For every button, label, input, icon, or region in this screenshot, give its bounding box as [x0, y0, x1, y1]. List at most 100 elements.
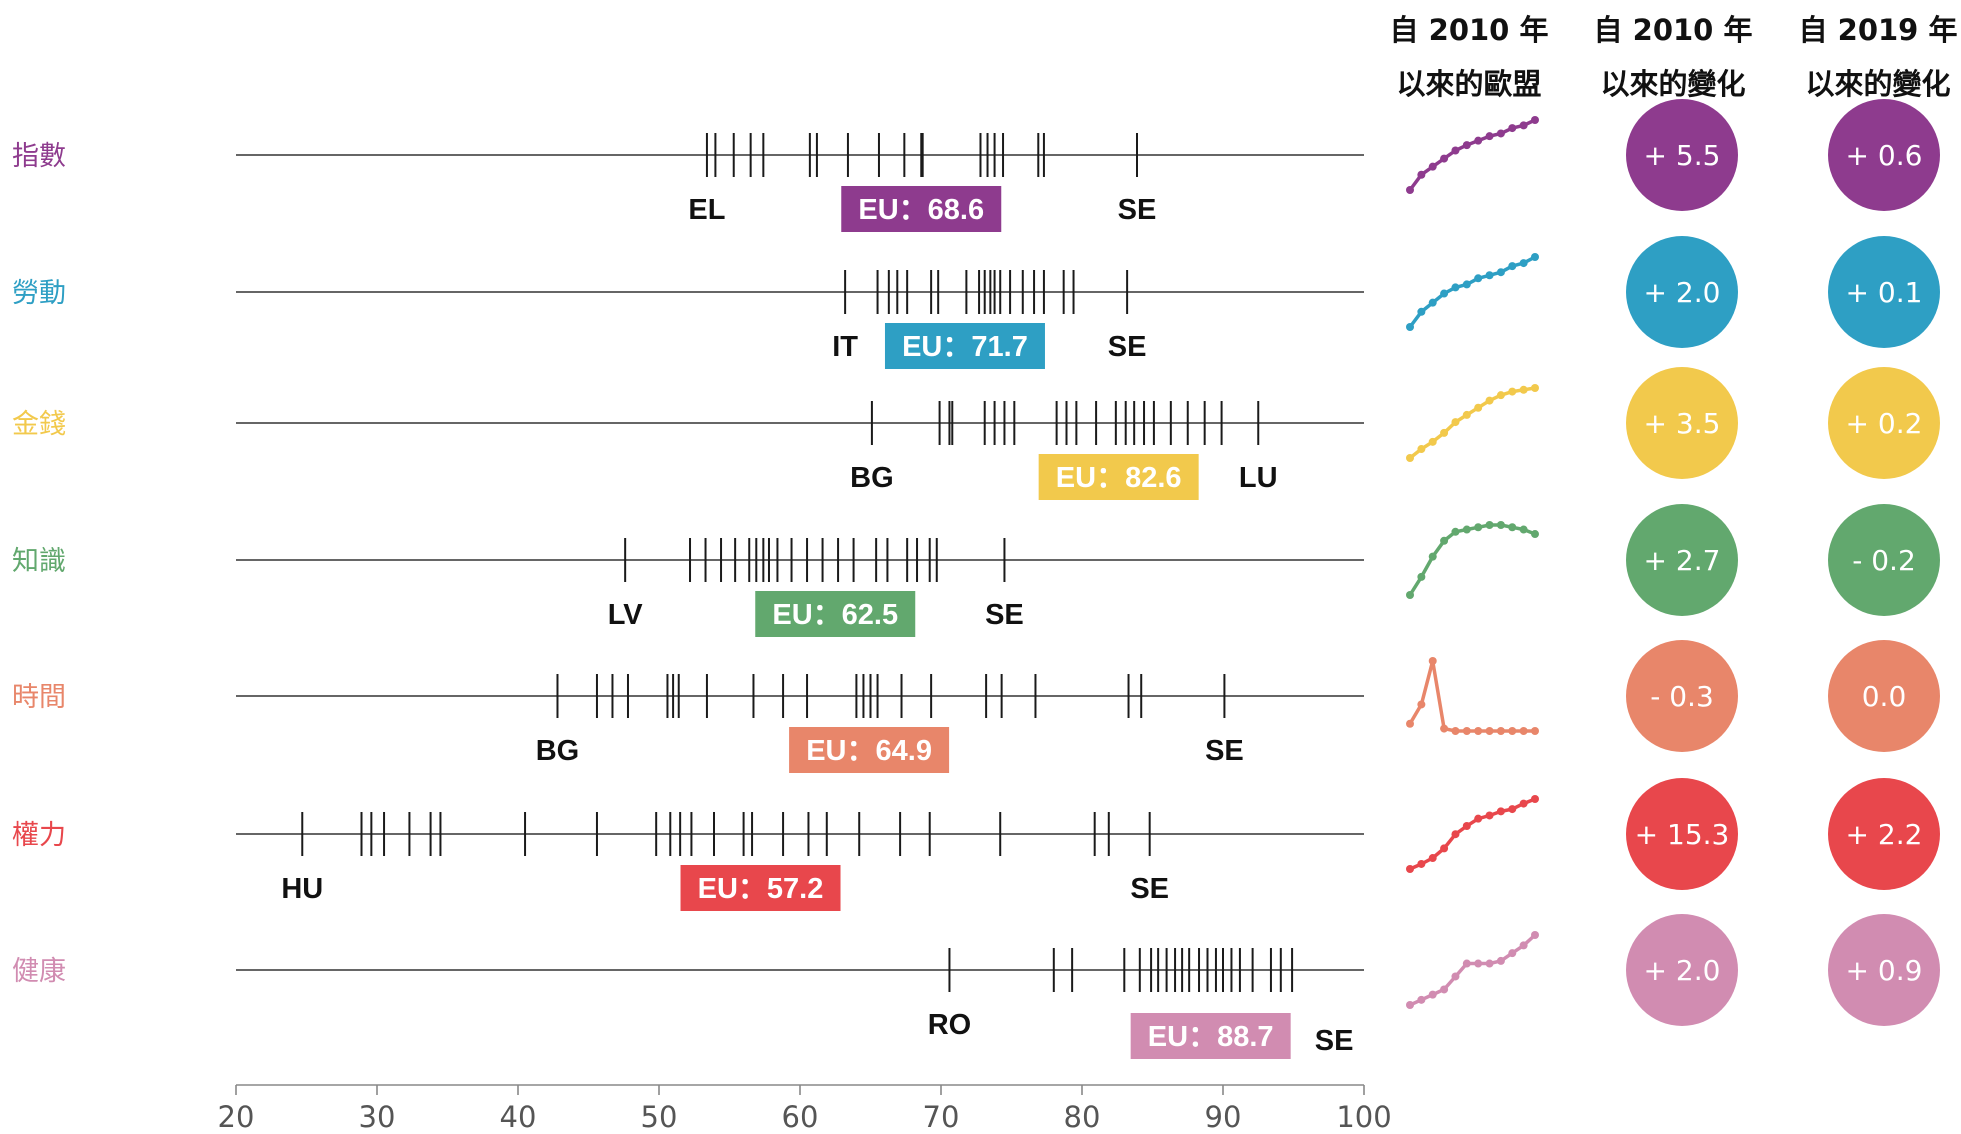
row-0: 指數 EL SE EU：68.6 + 5.5 + 0.6 — [12, 99, 1940, 232]
trend-point — [1496, 521, 1505, 529]
trend-point — [1496, 268, 1505, 277]
change-2019-value: 0.0 — [1862, 680, 1907, 713]
trend-point — [1508, 124, 1517, 133]
lowest-country-label: EL — [688, 194, 725, 226]
trend-point — [1451, 283, 1460, 292]
x-axis: 20 30 40 50 60 70 80 90 100 — [218, 1084, 1392, 1134]
row-label: 時間 — [12, 682, 66, 713]
change-2010-circle — [1626, 367, 1738, 479]
trend-point — [1417, 445, 1426, 454]
trend-point — [1428, 162, 1437, 171]
lowest-country-label: BG — [850, 462, 894, 494]
change-2019-value: + 0.9 — [1846, 954, 1923, 987]
trend-point — [1519, 385, 1528, 394]
lowest-country-label: HU — [281, 873, 323, 905]
trend-point — [1417, 995, 1426, 1004]
trend-sparkline — [1408, 659, 1535, 733]
trend-point — [1474, 274, 1483, 283]
trend-point — [1508, 262, 1517, 271]
trend-point — [1531, 530, 1539, 539]
x-tick-label: 50 — [641, 1100, 678, 1134]
trend-point — [1485, 959, 1494, 968]
trend-point — [1417, 859, 1426, 868]
trend-point — [1440, 844, 1449, 853]
change-2019-circle — [1828, 236, 1940, 348]
row-label: 勞動 — [12, 278, 66, 309]
trend-point — [1485, 521, 1494, 529]
trend-point — [1440, 985, 1449, 994]
trend-point — [1440, 724, 1449, 733]
change-2010-value: + 2.0 — [1644, 276, 1721, 309]
eu-value-box — [755, 591, 916, 637]
trend-point — [1417, 572, 1426, 581]
domain-rows: 指數 EL SE EU：68.6 + 5.5 + 0.6 勞動 IT SE EU：71.7 + 2.… — [12, 99, 1940, 1059]
trend-point — [1451, 727, 1460, 735]
row-2: 金錢 BG LU EU：82.6 + 3.5 + 0.2 — [12, 367, 1940, 500]
row-label: 知識 — [12, 546, 66, 577]
trend-point — [1428, 552, 1437, 561]
trend-point — [1474, 727, 1483, 735]
trend-point — [1428, 854, 1437, 863]
trend-point — [1428, 298, 1437, 307]
change-2019-circle — [1828, 99, 1940, 211]
change-2019-circle — [1828, 914, 1940, 1026]
trend-point — [1508, 523, 1517, 532]
row-label: 指數 — [12, 141, 66, 172]
trend-point — [1508, 949, 1517, 958]
trend-point — [1531, 253, 1539, 261]
trend-point — [1417, 307, 1426, 316]
trend-point — [1508, 805, 1517, 814]
trend-point — [1519, 259, 1528, 268]
trend-sparkline — [1409, 797, 1536, 871]
trend-point — [1451, 972, 1460, 981]
trend-point — [1451, 146, 1460, 155]
eu-value-label: EU：64.9 — [806, 735, 932, 767]
x-tick-label: 60 — [782, 1100, 819, 1134]
change-2019-value: - 0.2 — [1852, 544, 1916, 577]
trend-point — [1451, 418, 1460, 427]
row-label: 金錢 — [12, 409, 66, 440]
trend-sparkline — [1408, 523, 1536, 596]
highest-country-label: SE — [985, 599, 1024, 631]
x-tick-label: 90 — [1205, 1100, 1242, 1134]
trend-point — [1428, 437, 1437, 446]
trend-point — [1406, 1001, 1414, 1009]
change-2010-circle — [1626, 778, 1738, 890]
lowest-country-label: IT — [832, 331, 858, 363]
column-header-line1-0: 自 2010 年 — [1390, 13, 1549, 47]
highest-country-label: SE — [1108, 331, 1147, 363]
trend-point — [1496, 727, 1505, 735]
highest-country-label: SE — [1315, 1025, 1354, 1057]
trend-point — [1531, 795, 1539, 803]
x-tick-label: 100 — [1336, 1100, 1391, 1134]
trend-point — [1519, 799, 1528, 808]
lowest-country-label: RO — [928, 1009, 972, 1041]
x-tick-label: 40 — [500, 1100, 537, 1134]
change-2010-circle — [1626, 236, 1738, 348]
trend-point — [1462, 959, 1471, 968]
column-header-line2-0: 以來的歐盟 — [1396, 67, 1541, 101]
change-2010-circle — [1626, 914, 1738, 1026]
row-1: 勞動 IT SE EU：71.7 + 2.0 + 0.1 — [12, 236, 1940, 369]
trend-point — [1451, 830, 1460, 839]
trend-sparkline — [1408, 255, 1536, 329]
change-2019-value: + 0.6 — [1846, 139, 1923, 172]
trend-point — [1485, 132, 1494, 141]
trend-point — [1485, 271, 1494, 280]
eu-value-box — [884, 323, 1045, 369]
trend-point — [1451, 527, 1460, 536]
trend-point — [1406, 591, 1414, 599]
trend-point — [1508, 387, 1517, 396]
trend-sparkline — [1408, 386, 1536, 460]
trend-point — [1496, 956, 1505, 965]
change-2010-value: + 5.5 — [1644, 139, 1721, 172]
row-label: 健康 — [12, 956, 66, 987]
column-header-line2-2: 以來的變化 — [1805, 67, 1950, 101]
change-2019-circle — [1828, 504, 1940, 616]
change-2019-value: + 2.2 — [1846, 818, 1923, 851]
eu-value-box — [841, 186, 1002, 232]
trend-point — [1462, 821, 1471, 830]
trend-point — [1474, 136, 1483, 145]
trend-point — [1462, 280, 1471, 289]
